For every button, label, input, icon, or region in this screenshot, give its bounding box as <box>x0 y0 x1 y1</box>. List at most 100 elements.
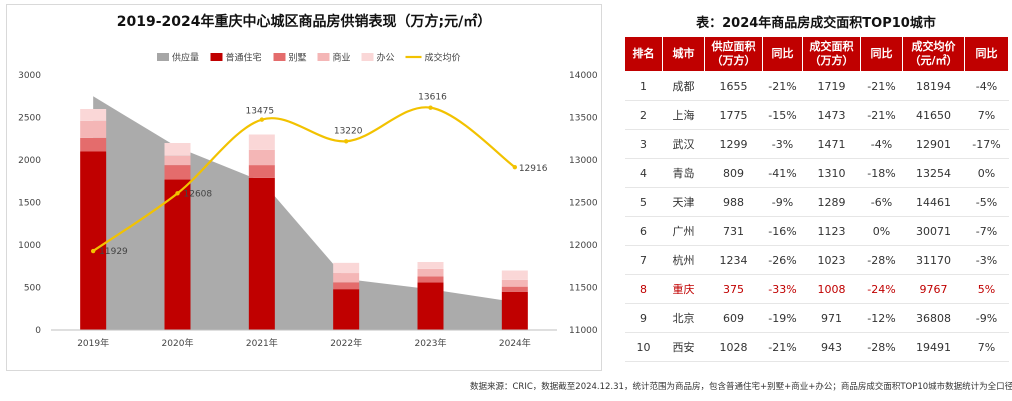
price-data-label: 13616 <box>418 93 447 103</box>
table-cell: 北京 <box>662 303 705 333</box>
table-cell: 上海 <box>662 100 705 130</box>
bar-segment <box>333 262 360 274</box>
y-tick-label: 1000 <box>18 241 41 251</box>
bar-segment <box>501 286 528 292</box>
table-cell: 1719 <box>802 71 861 101</box>
table-cell: 1 <box>624 71 663 101</box>
supply-area <box>93 96 515 330</box>
table-header-cell: 成交面积 （万方） <box>802 36 861 72</box>
legend-swatch <box>273 53 286 61</box>
bar-segment <box>80 120 107 138</box>
table-cell: 1289 <box>802 187 861 217</box>
y2-tick-label: 13000 <box>569 156 598 166</box>
table-cell: -33% <box>762 274 803 304</box>
table-row: 4 青岛 809 -41% 1310 -18% 13254 0% <box>624 158 1009 188</box>
table-row: 7 杭州 1234 -26% 1023 -28% 31170 -3% <box>624 245 1009 275</box>
bar-segment <box>417 262 444 269</box>
footnote: 数据来源：CRIC，数据截至2024.12.31，统计范围为商品房，包含普通住宅… <box>470 382 1012 392</box>
table-cell: 5 <box>624 187 663 217</box>
table-cell: 4 <box>624 158 663 188</box>
table-cell: 9767 <box>902 274 965 304</box>
table-cell: 1471 <box>802 129 861 159</box>
bar-segment <box>333 289 360 330</box>
table-row: 5 天津 988 -9% 1289 -6% 14461 -5% <box>624 187 1009 217</box>
table-cell: -9% <box>762 187 803 217</box>
legend-label: 别墅 <box>289 53 307 64</box>
bar-segment <box>248 177 275 330</box>
table-cell: 10 <box>624 332 663 362</box>
table-header-row: 排名 城市 供应面积 （万方） 同比 成交面积 （万方） 同比 成交均价 （元/㎡） 同比 <box>624 36 1009 72</box>
chart-title: 2019-2024年重庆中心城区商品房供销表现（万方;元/㎡） <box>116 14 492 30</box>
table-cell: -5% <box>964 187 1009 217</box>
table-header-cell: 同比 <box>964 36 1009 72</box>
y2-tick-label: 13500 <box>569 114 598 124</box>
table-cell: -18% <box>860 158 903 188</box>
table-cell: 12901 <box>902 129 965 159</box>
y-tick-label: 2500 <box>18 114 41 124</box>
y-tick-label: 0 <box>35 326 41 336</box>
price-point <box>175 191 180 196</box>
table-cell: 14461 <box>902 187 965 217</box>
bar-segment <box>80 109 107 121</box>
table-cell: -4% <box>964 71 1009 101</box>
table-cell: 成都 <box>662 71 705 101</box>
table-cell: -9% <box>964 303 1009 333</box>
table-cell: 971 <box>802 303 861 333</box>
x-tick-label: 2024年 <box>499 337 531 349</box>
x-tick-label: 2020年 <box>162 337 194 349</box>
table-cell: 广州 <box>662 216 705 246</box>
table-cell: -28% <box>860 245 903 275</box>
legend-swatch <box>210 53 223 61</box>
y2-tick-label: 12500 <box>569 199 598 209</box>
bar-segment <box>164 179 191 330</box>
table-cell: 武汉 <box>662 129 705 159</box>
price-data-label: 13475 <box>246 107 275 117</box>
table-cell: -6% <box>860 187 903 217</box>
table-cell: -28% <box>860 332 903 362</box>
table-cell: -21% <box>860 71 903 101</box>
table-cell: -17% <box>964 129 1009 159</box>
city-ranking-table: 排名 城市 供应面积 （万方） 同比 成交面积 （万方） 同比 成交均价 （元/㎡） 同比 1 成都 1… <box>624 36 1009 362</box>
table-cell: 1234 <box>704 245 763 275</box>
table-cell: 7 <box>624 245 663 275</box>
table-cell: 2 <box>624 100 663 130</box>
table-header-cell: 供应面积 （万方） <box>704 36 763 72</box>
y-tick-label: 1500 <box>18 199 41 209</box>
legend-swatch <box>361 53 374 61</box>
table-row: 1 成都 1655 -21% 1719 -21% 18194 -4% <box>624 71 1009 101</box>
y2-tick-label: 11000 <box>569 326 598 336</box>
y2-tick-label: 11500 <box>569 284 598 294</box>
bar-segment <box>248 134 275 150</box>
table-cell: -21% <box>762 71 803 101</box>
table-cell: -24% <box>860 274 903 304</box>
price-line <box>92 106 516 252</box>
price-data-label: 11929 <box>99 247 128 257</box>
table-cell: -19% <box>762 303 803 333</box>
price-point <box>90 248 96 254</box>
bar-segment <box>248 165 275 178</box>
table-title: 表：2024年商品房成交面积TOP10城市 <box>696 16 936 31</box>
table-cell: 0% <box>860 216 903 246</box>
y2-tick-label: 12000 <box>569 241 598 251</box>
table-cell: 0% <box>964 158 1009 188</box>
table-cell: 1123 <box>802 216 861 246</box>
bar-segment <box>164 165 191 180</box>
bar-segment <box>248 149 275 166</box>
price-data-label: 12916 <box>519 164 548 174</box>
price-point <box>512 164 518 170</box>
x-tick-label: 2021年 <box>246 337 278 349</box>
table-cell: 1655 <box>704 71 763 101</box>
bar-segment <box>417 268 444 277</box>
legend-label: 成交均价 <box>425 52 461 64</box>
chart-panel: 11929 12608 13475 13220 13616 12916 0 500 1000 1… <box>6 4 602 371</box>
bar-segment <box>333 273 360 283</box>
legend-swatch <box>317 53 330 61</box>
table-row: 10 西安 1028 -21% 943 -28% 19491 7% <box>624 332 1009 362</box>
price-point <box>259 117 265 122</box>
table-header-cell: 排名 <box>624 36 663 72</box>
table-cell: 7% <box>964 100 1009 130</box>
legend-swatch <box>157 53 169 61</box>
table-cell: -3% <box>964 245 1009 275</box>
price-data-label: 13220 <box>334 126 363 136</box>
table-cell: 1023 <box>802 245 861 275</box>
